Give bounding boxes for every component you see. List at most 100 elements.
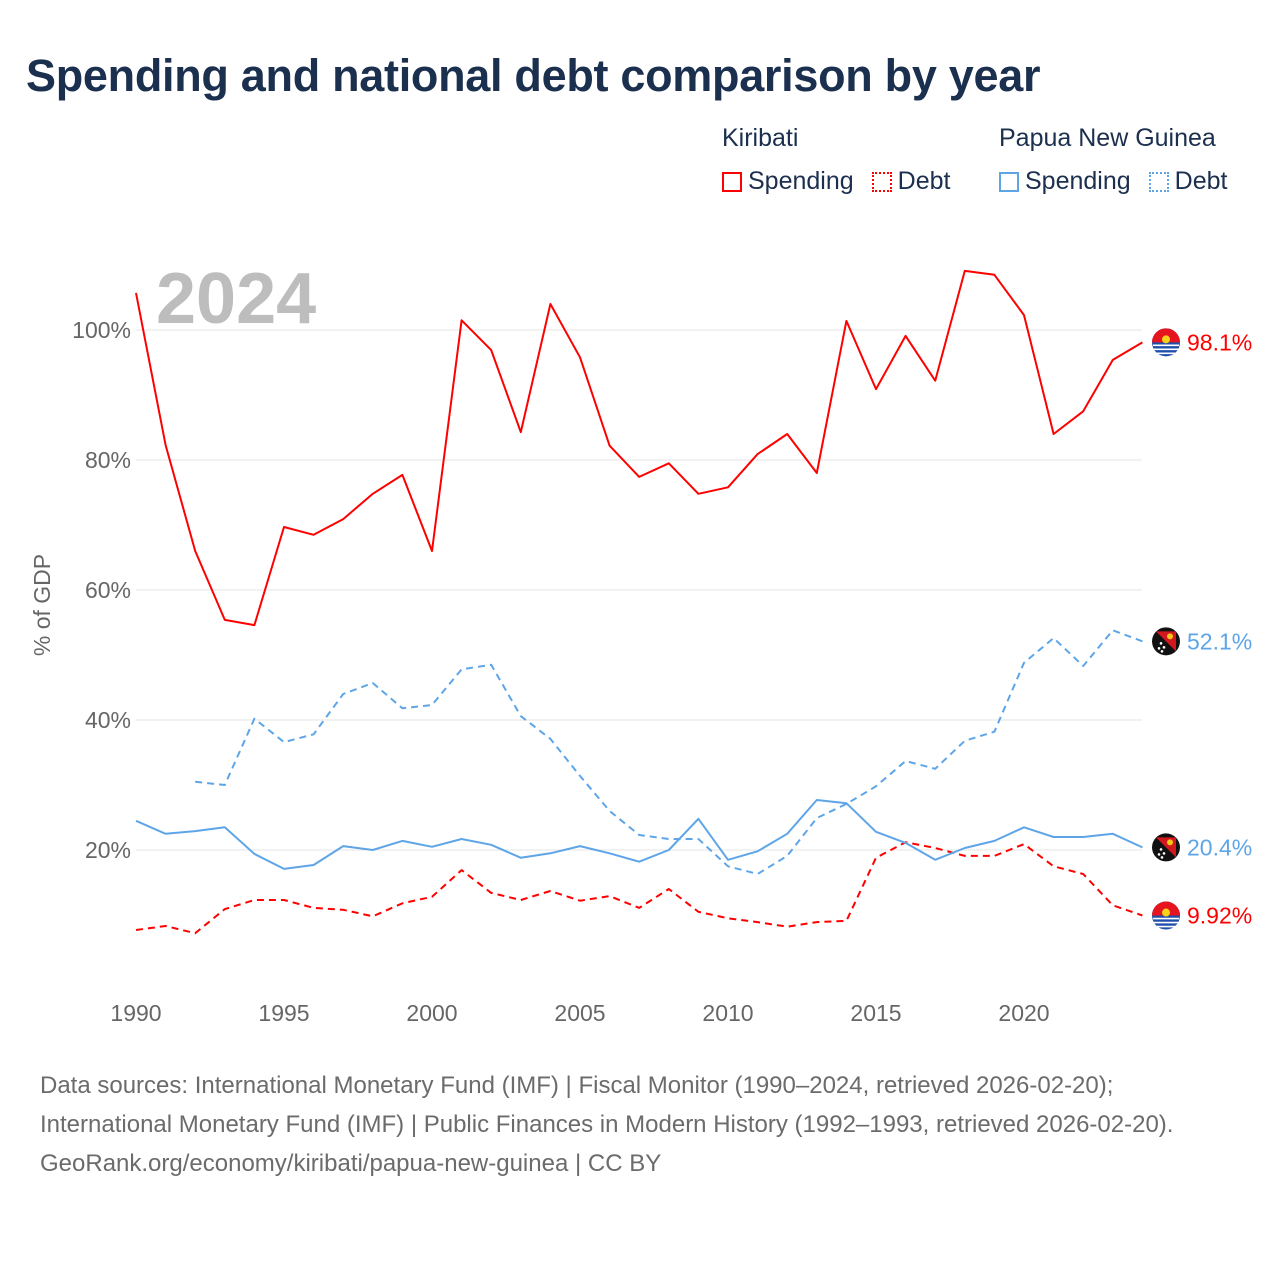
x-tick-label: 2020: [998, 1000, 1049, 1026]
data-point: [637, 833, 642, 838]
data-point: [459, 318, 464, 323]
data-point: [489, 662, 494, 667]
data-point: [962, 268, 967, 273]
data-point: [933, 378, 938, 383]
data-point: [844, 918, 849, 923]
data-point: [252, 623, 257, 628]
data-point: [252, 716, 257, 721]
kiribati-flag-icon: [1152, 328, 1181, 357]
data-point: [726, 916, 731, 921]
data-point: [1110, 903, 1115, 908]
legend-country-label: Papua New Guinea: [999, 124, 1216, 152]
footer: Data sources: International Monetary Fun…: [40, 1066, 1240, 1183]
data-point: [193, 829, 198, 834]
data-point: [962, 846, 967, 851]
data-point: [134, 290, 139, 295]
data-point: [814, 920, 819, 925]
y-tick-label: 60%: [85, 577, 131, 603]
png-flag-icon: [1152, 833, 1180, 862]
legend-item-png-debt[interactable]: Debt: [1148, 167, 1227, 196]
data-point: [341, 517, 346, 522]
data-point: [518, 430, 523, 435]
data-point: [1051, 432, 1056, 437]
data-point: [518, 898, 523, 903]
data-point: [311, 732, 316, 737]
data-point: [814, 797, 819, 802]
data-point: [370, 680, 375, 685]
legend-item-kiribati-spending[interactable]: Spending: [722, 167, 854, 196]
data-point: [193, 931, 198, 936]
data-point: [992, 853, 997, 858]
x-tick-label: 2000: [406, 1000, 457, 1026]
data-point: [252, 898, 257, 903]
credit-link[interactable]: GeoRank.org/economy/kiribati/papua-new-g…: [40, 1150, 662, 1177]
data-point: [1110, 628, 1115, 633]
data-point: [548, 302, 553, 307]
data-point: [1022, 660, 1027, 665]
end-value-label: 98.1%: [1187, 329, 1252, 355]
end-value-label: 20.4%: [1187, 834, 1252, 860]
data-point: [1081, 835, 1086, 840]
data-point: [430, 703, 435, 708]
data-point: [311, 905, 316, 910]
data-point: [222, 825, 227, 830]
data-point: [666, 461, 671, 466]
data-point: [1051, 864, 1056, 869]
data-point: [903, 840, 908, 845]
data-point: [400, 901, 405, 906]
data-point: [489, 842, 494, 847]
data-point: [1022, 825, 1027, 830]
data-point: [992, 272, 997, 277]
legend-item-kiribati-debt[interactable]: Debt: [871, 167, 951, 196]
data-point: [666, 887, 671, 892]
data-point: [962, 853, 967, 858]
data-point: [370, 848, 375, 853]
kiribati-flag-icon: [1152, 901, 1181, 930]
data-point: [430, 844, 435, 849]
data-point: [874, 784, 879, 789]
data-point: [163, 924, 168, 929]
legend-swatch-solid: [722, 171, 742, 192]
data-point: [666, 836, 671, 841]
data-point: [134, 818, 139, 823]
data-point: [696, 491, 701, 496]
data-point: [400, 706, 405, 711]
year-watermark: 2024: [156, 259, 316, 339]
data-point: [341, 907, 346, 912]
series-line-kiribati-spending: [135, 269, 1143, 627]
data-point: [282, 740, 287, 745]
data-point: [1140, 845, 1145, 850]
legend-country-label: Kiribati: [722, 124, 799, 152]
data-point: [222, 907, 227, 912]
data-point: [1110, 831, 1115, 836]
data-point: [193, 549, 198, 554]
x-tick-label: 2010: [702, 1000, 753, 1026]
data-point: [696, 816, 701, 821]
legend-label: Spending: [748, 167, 854, 195]
data-point: [1051, 835, 1056, 840]
data-point: [637, 905, 642, 910]
legend-label: Debt: [897, 167, 951, 195]
data-point: [992, 838, 997, 843]
series-line-papua-new-guinea-spending: [135, 799, 1143, 870]
data-point: [578, 773, 583, 778]
data-point: [755, 920, 760, 925]
data-point: [785, 432, 790, 437]
data-point: [400, 472, 405, 477]
data-point: [726, 485, 731, 490]
data-point: [933, 846, 938, 851]
data-point: [607, 894, 612, 899]
data-point: [874, 829, 879, 834]
data-point: [755, 872, 760, 877]
data-sources: Data sources: International Monetary Fun…: [40, 1072, 1174, 1138]
data-point: [1081, 872, 1086, 877]
data-point: [400, 838, 405, 843]
legend-item-png-spending[interactable]: Spending: [999, 167, 1131, 196]
data-point: [726, 864, 731, 869]
data-point: [193, 779, 198, 784]
data-point: [1022, 842, 1027, 847]
legend-swatch-dotted: [871, 171, 892, 192]
legend-group-kiribati: Kiribati Spending Debt: [722, 124, 968, 196]
data-point: [903, 333, 908, 338]
x-tick-label: 2015: [850, 1000, 901, 1026]
